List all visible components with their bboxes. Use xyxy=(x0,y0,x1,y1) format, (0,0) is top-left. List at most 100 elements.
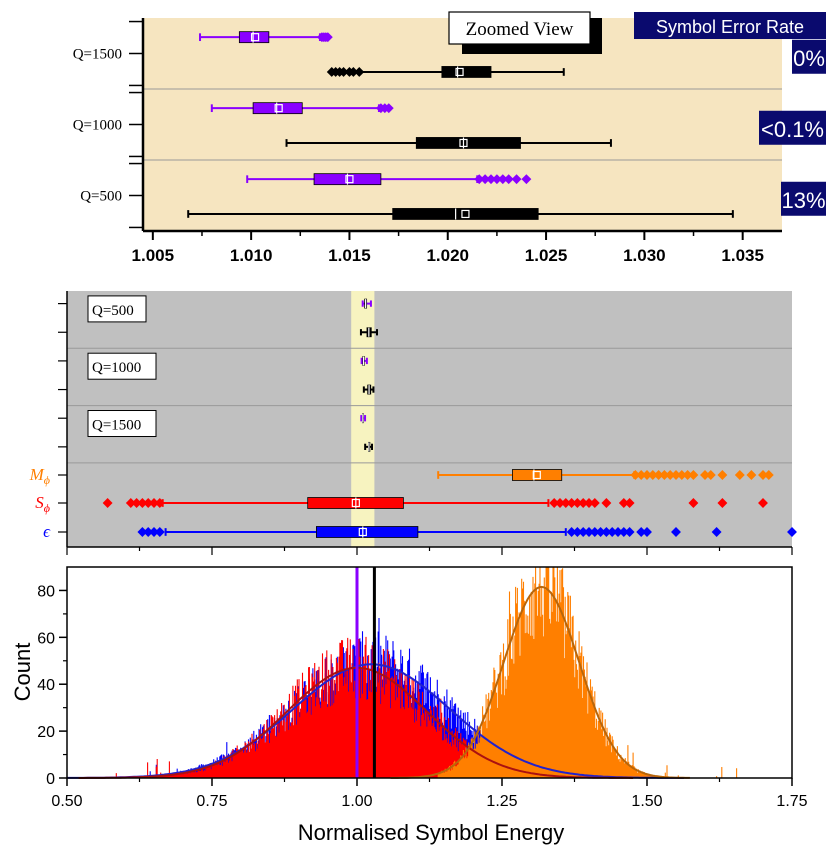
x-tick-label: 0.50 xyxy=(51,793,82,810)
purple-box-2-outlier xyxy=(503,174,514,185)
overview-epsilon-outlier xyxy=(787,527,797,537)
black-box-0-box xyxy=(441,66,492,78)
purple-box-2-mean xyxy=(345,175,354,184)
overview-S_phi-outlier xyxy=(102,498,113,508)
y-axis-label: Count xyxy=(10,643,35,702)
overview-M_phi-outlier xyxy=(763,470,774,480)
overview-S_phi-outlier xyxy=(137,498,148,508)
q-label: Q=1000 xyxy=(92,360,141,376)
black-box-2-box xyxy=(392,208,539,220)
overview-epsilon-outlier xyxy=(624,527,635,537)
histogram-series-2 xyxy=(437,567,738,778)
overview-epsilon-outlier xyxy=(601,527,612,537)
overview-S_phi-outlier xyxy=(584,498,594,508)
overview-S_phi-outlier xyxy=(143,498,154,508)
overview-M_phi-outlier xyxy=(647,470,658,480)
overview-epsilon-outlier xyxy=(607,527,618,537)
zoomed-view-box xyxy=(448,11,591,45)
black-box-1-mean xyxy=(459,138,468,148)
overview-M_phi-outlier xyxy=(758,470,768,480)
reference-lines xyxy=(355,567,376,778)
overview-M_phi-outlier xyxy=(659,470,670,480)
overview-M_phi-box xyxy=(512,469,563,481)
purple-box-1-mean xyxy=(274,104,283,113)
row-label-subscript: ϕ xyxy=(44,501,50,515)
overview-M_phi-mean xyxy=(532,470,541,480)
overview-S_phi-outlier xyxy=(125,498,136,508)
q-label-box xyxy=(87,295,147,323)
group-label: Q=1000 xyxy=(73,117,122,133)
overview-epsilon-outlier xyxy=(143,527,154,537)
black-box-0-mean xyxy=(455,67,464,77)
x-tick-label: 1.030 xyxy=(623,246,666,265)
purple-box-2-outlier xyxy=(521,174,532,185)
overview-axes xyxy=(58,291,793,555)
group-labels: Q=1500 Q=1000 Q=500 xyxy=(73,46,122,204)
overview-S_phi-outlier xyxy=(566,498,577,508)
ser-badge-box xyxy=(781,181,826,216)
purple-box-2-outlier xyxy=(491,174,502,185)
purple-box-2-outlier xyxy=(474,174,485,185)
overview-epsilon-outlier xyxy=(566,527,577,537)
y-tick-label: 20 xyxy=(37,724,55,741)
ser-header-label: Symbol Error Rate xyxy=(656,17,804,37)
row-label-epsilon: ϵ xyxy=(43,522,51,541)
q-label-box xyxy=(87,352,157,380)
x-tick-label: 1.25 xyxy=(486,793,517,810)
ser-badge-box xyxy=(792,39,826,74)
overview-S_phi-outlier xyxy=(618,498,629,508)
overview-M_phi-outlier xyxy=(642,470,652,480)
group-label: Q=500 xyxy=(80,188,122,204)
overview-M_phi-outlier xyxy=(671,470,681,480)
histogram-bars xyxy=(115,567,738,778)
purple-box-2-outlier xyxy=(480,174,491,185)
row-separators xyxy=(67,347,792,464)
overview-epsilon-outlier xyxy=(618,527,629,537)
q-label: Q=500 xyxy=(92,303,134,319)
overview-epsilon-outlier xyxy=(589,527,600,537)
row-label-M_phi: Mϕ xyxy=(29,465,50,487)
ser-badge-value: <0.1% xyxy=(761,117,824,142)
y-tick-label: 0 xyxy=(46,771,55,788)
overview-M_phi-outlier xyxy=(630,470,641,480)
q-label-box xyxy=(87,410,157,438)
y-tick-label: 40 xyxy=(37,677,55,694)
x-tick-label: 1.00 xyxy=(341,793,372,810)
purple-box-1-box xyxy=(252,102,303,115)
row-label-subscript: ϕ xyxy=(44,473,50,487)
x-tick-label: 1.020 xyxy=(426,246,469,265)
black-box-1-box xyxy=(415,137,521,149)
group-separators xyxy=(143,88,782,161)
ser-header: Symbol Error Rate xyxy=(634,12,826,39)
overview-S_phi-outlier xyxy=(572,498,583,508)
ser-badge-value: 0% xyxy=(793,46,825,71)
x-tick-label: 1.035 xyxy=(721,246,764,265)
overview-M_phi-outlier xyxy=(665,470,676,480)
x-tick-label: 1.025 xyxy=(525,246,568,265)
overview-M_phi-outlier xyxy=(682,470,693,480)
zoomed-view-annotation: Zoomed View xyxy=(448,11,602,54)
zoomed-boxes xyxy=(187,31,734,220)
purple-box-0-outlier xyxy=(322,32,333,43)
ser-badges: 0% <0.1% 13% xyxy=(759,39,826,216)
overview-S_phi-outlier xyxy=(601,498,612,508)
overview-M_phi-outlier xyxy=(700,470,710,480)
overview-M_phi-outlier xyxy=(705,470,716,480)
overview-epsilon-outlier xyxy=(137,527,148,537)
overview-S_phi-outlier xyxy=(560,498,571,508)
overview-epsilon-outlier xyxy=(595,527,606,537)
q-label: Q=1500 xyxy=(92,418,141,434)
black-box-2-mean xyxy=(461,209,470,219)
overview-S_phi-outlier xyxy=(758,498,768,508)
zoomed-panel: 1.005 1.010 1.015 1.020 1.025 1.030 1.035 Q=15… xyxy=(73,11,826,265)
overview-epsilon-outlier xyxy=(636,527,647,537)
overview-S_phi-outlier xyxy=(555,498,565,508)
ser-badge-box xyxy=(759,110,826,145)
purple-box-0-box xyxy=(238,31,270,44)
zoomed-axes: 1.005 1.010 1.015 1.020 1.025 1.030 1.035 xyxy=(129,18,782,265)
x-tick-label: 1.015 xyxy=(328,246,371,265)
overview-S_phi-outlier xyxy=(549,498,560,508)
x-tick-label: 1.75 xyxy=(776,793,807,810)
overview-S_phi-outlier xyxy=(154,498,165,508)
row-label-S_phi: Sϕ xyxy=(35,493,50,515)
